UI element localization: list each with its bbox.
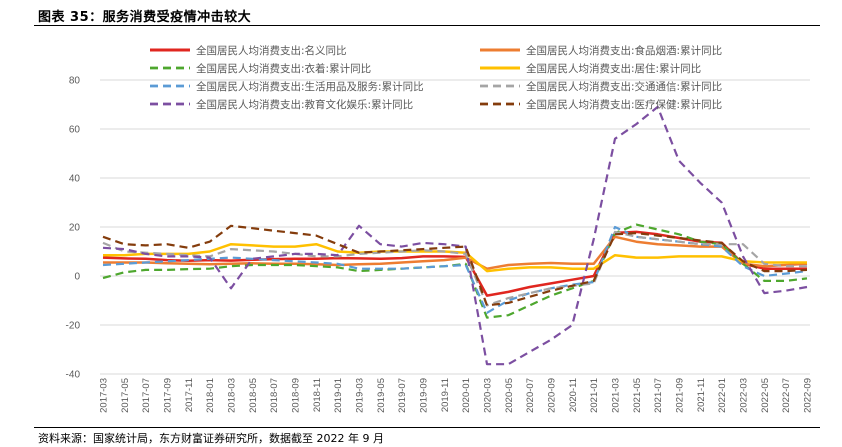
series-line-2: [103, 235, 808, 270]
legend-label-5: 全国居民人均消费支出:生活用品及服务:累计同比: [196, 80, 424, 93]
legend-label-6: 全国居民人均消费支出:交通通信:累计同比: [526, 80, 722, 93]
x-tick-label: 2018-11: [312, 378, 323, 412]
gridlines: [100, 79, 810, 375]
source-rule: [34, 427, 820, 428]
y-axis-ticks: -40 -20 0 20 40 60 80: [66, 76, 81, 381]
legend-label-7: 全国居民人均消费支出:教育文化娱乐:累计同比: [196, 98, 413, 111]
x-tick-label: 2019-09: [419, 378, 430, 413]
source-note: 资料来源：国家统计局，东方财富证券研究所，数据截至 2022 年 9 月: [38, 432, 384, 445]
series-line-3: [102, 223, 808, 319]
x-axis-ticks: 2017-03 2017-05 2017-07 2017-09 2017-11 2018-…: [99, 378, 814, 413]
figure-title: 图表 35：服务消费受疫情冲击较大: [38, 10, 252, 25]
x-tick-label: 2020-09: [547, 378, 558, 413]
x-tick-label: 2022-05: [760, 378, 771, 413]
x-tick-label: 2022-01: [717, 378, 728, 413]
x-tick-label: 2022-07: [781, 378, 792, 413]
x-tick-label: 2017-07: [141, 378, 152, 413]
series-line-8: [102, 224, 808, 307]
x-tick-label: 2021-01: [589, 378, 600, 413]
x-tick-label: 2021-09: [675, 378, 686, 413]
x-tick-label: 2021-07: [653, 378, 664, 413]
x-tick-label: 2017-11: [184, 378, 195, 412]
x-tick-label: 2019-05: [376, 378, 387, 413]
x-tick-label: 2022-03: [739, 378, 750, 413]
x-tick-label: 2017-09: [163, 378, 174, 413]
x-tick-label: 2020-01: [461, 378, 472, 413]
x-tick-label: 2021-03: [611, 378, 622, 413]
y-tick-label: -40: [66, 370, 81, 381]
y-tick-label: 40: [69, 174, 81, 185]
x-tick-label: 2017-05: [120, 378, 131, 413]
y-tick-label: 80: [69, 76, 81, 87]
x-tick-label: 2018-07: [269, 378, 280, 413]
x-tick-label: 2020-05: [504, 378, 515, 413]
x-tick-label: 2017-03: [99, 378, 110, 413]
x-tick-label: 2019-03: [355, 378, 366, 413]
legend-label-2: 全国居民人均消费支出:食品烟酒:累计同比: [526, 44, 722, 57]
x-tick-label: 2019-11: [440, 378, 451, 412]
y-tick-label: -20: [66, 321, 81, 332]
legend: 全国居民人均消费支出:名义同比 全国居民人均消费支出:食品烟酒:累计同比全国居民人…: [150, 44, 722, 111]
legend-label-1: 全国居民人均消费支出:名义同比: [196, 44, 347, 57]
y-tick-label: 20: [69, 223, 81, 234]
title-rule: [34, 25, 820, 26]
legend-label-8: 全国居民人均消费支出:医疗保健:累计同比: [526, 98, 722, 111]
legend-label-4: 全国居民人均消费支出:居住:累计同比: [526, 62, 701, 75]
x-tick-label: 2018-09: [291, 378, 302, 413]
series-line-7: [102, 105, 808, 366]
x-tick-label: 2019-07: [397, 378, 408, 413]
series-line-6: [102, 230, 807, 307]
y-tick-label: 0: [74, 272, 80, 283]
x-tick-label: 2021-11: [696, 378, 707, 412]
x-tick-label: 2022-09: [803, 378, 814, 413]
x-tick-label: 2018-03: [227, 378, 238, 413]
y-tick-label: 60: [69, 125, 81, 136]
series-lines: [102, 105, 808, 366]
x-tick-label: 2018-01: [205, 378, 216, 413]
x-tick-label: 2021-05: [632, 378, 643, 413]
x-tick-label: 2018-05: [248, 378, 259, 413]
x-tick-label: 2019-01: [333, 378, 344, 413]
x-tick-label: 2020-03: [483, 378, 494, 413]
x-tick-label: 2020-11: [568, 378, 579, 412]
series-line-1: [102, 230, 807, 297]
series-line-5: [102, 225, 808, 314]
legend-label-3: 全国居民人均消费支出:衣着:累计同比: [196, 62, 371, 75]
x-tick-label: 2020-07: [525, 378, 536, 413]
